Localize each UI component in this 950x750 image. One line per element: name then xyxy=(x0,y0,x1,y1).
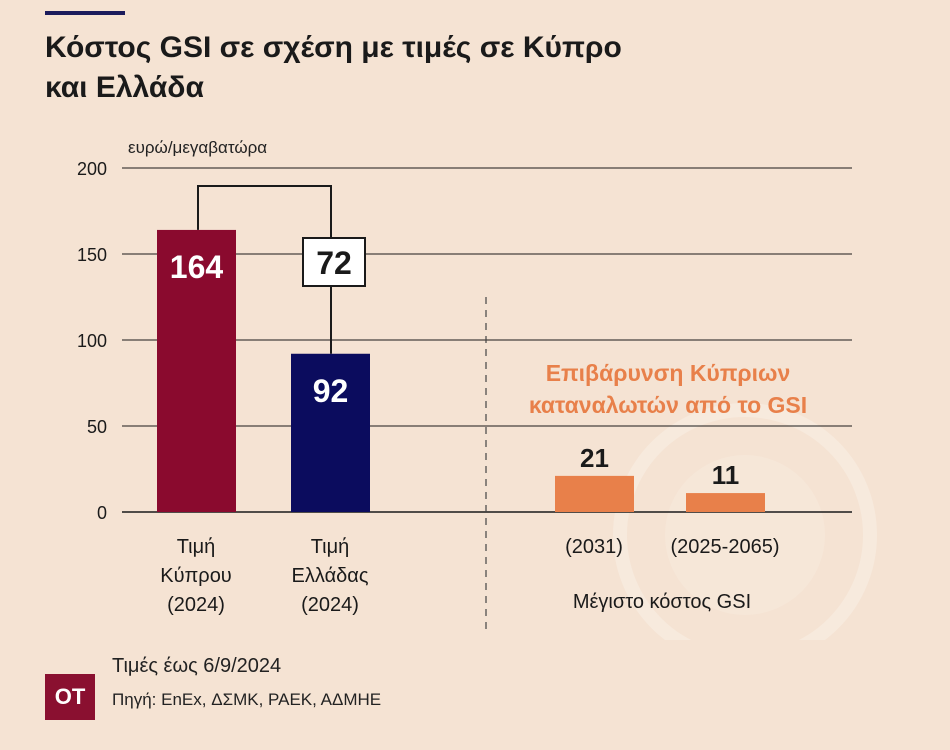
y-tick-label-100: 100 xyxy=(77,331,107,351)
bar-value-label-2: 21 xyxy=(580,443,609,473)
category-label-1-1: Ελλάδας xyxy=(292,565,369,587)
decorative-circle-outer xyxy=(613,403,877,640)
y-tick-label-0: 0 xyxy=(97,503,107,523)
chart-title: Κόστος GSI σε σχέση με τιμές σε Κύπρο κα… xyxy=(45,28,745,108)
annotation-line-1: καταναλωτών από το GSI xyxy=(529,392,807,418)
bar-chart: ευρώ/μεγαβατώρα 0 50 100 150 200 164 Τιμή Κύπρου… xyxy=(76,138,877,640)
ot-logo: OT xyxy=(45,674,95,720)
difference-value: 72 xyxy=(316,245,352,281)
bar-1 xyxy=(291,353,370,512)
footer-source: Πηγή: EnEx, ΔΣΜΚ, ΡΑΕΚ, ΑΔΜΗΕ xyxy=(112,690,382,709)
chart-title-line-2: και Ελλάδα xyxy=(45,71,204,104)
bar-0 xyxy=(157,229,236,513)
bar-3 xyxy=(686,493,765,512)
bar-value-label-0: 164 xyxy=(170,249,224,285)
category-label-3-0: (2025-2065) xyxy=(671,536,780,558)
y-axis-label: ευρώ/μεγαβατώρα xyxy=(128,138,267,157)
y-tick-label-150: 150 xyxy=(77,245,107,265)
category-label-2-0: (2031) xyxy=(565,536,623,558)
top-accent-rule xyxy=(45,11,125,15)
bar-2 xyxy=(555,475,634,512)
category-label-0-2: (2024) xyxy=(167,594,225,616)
y-tick-label-50: 50 xyxy=(87,417,107,437)
group-label: Μέγιστο κόστος GSI xyxy=(573,591,751,613)
bar-value-label-1: 92 xyxy=(313,373,349,409)
category-label-1-2: (2024) xyxy=(301,594,359,616)
y-tick-label-200: 200 xyxy=(77,159,107,179)
annotation-line-0: Επιβάρυνση Κύπριων xyxy=(546,360,791,386)
bar-value-label-3: 11 xyxy=(712,460,740,490)
difference-box xyxy=(302,237,366,287)
category-label-0-0: Τιμή xyxy=(177,536,216,558)
footer-date: Τιμές έως 6/9/2024 xyxy=(112,655,282,677)
category-label-0-1: Κύπρου xyxy=(160,565,232,587)
category-label-1-0: Τιμή xyxy=(311,536,350,558)
chart-title-line-1: Κόστος GSI σε σχέση με τιμές σε Κύπρο xyxy=(45,31,622,64)
